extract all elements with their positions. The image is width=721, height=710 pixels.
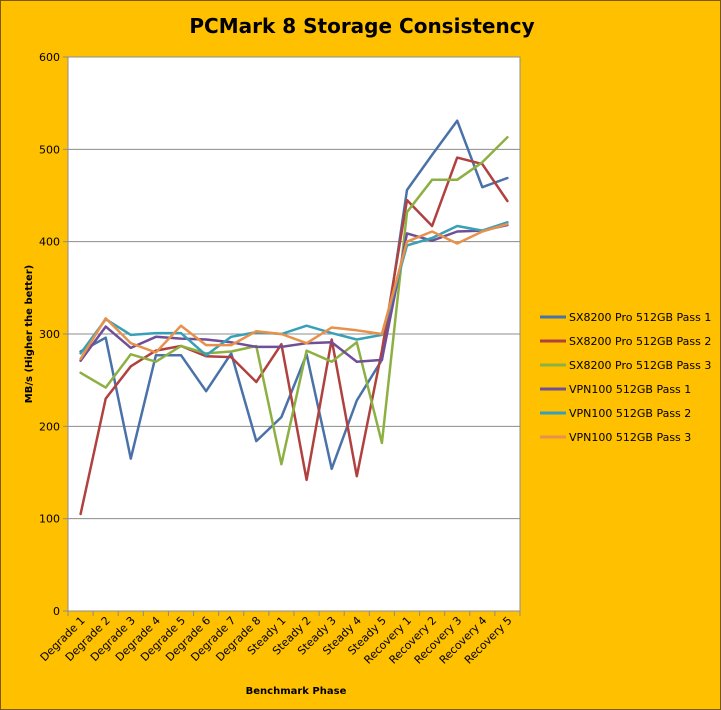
series-line-6	[79, 222, 509, 361]
legend: SX8200 Pro 512GB Pass 1 SX8200 Pro 512GB …	[540, 311, 711, 444]
series-line-3	[79, 136, 509, 466]
series-lines	[79, 119, 509, 516]
legend-label: VPN100 512GB Pass 2	[569, 407, 691, 420]
y-tick-label: 500	[39, 143, 60, 156]
y-axis-title: MB/s (Higher the better)	[24, 265, 35, 403]
legend-label: VPN100 512GB Pass 3	[569, 431, 691, 444]
series-line-5	[79, 221, 509, 357]
chart-title: PCMark 8 Storage Consistency	[189, 14, 534, 38]
y-tick-label: 0	[53, 605, 60, 618]
y-tick-label: 200	[39, 420, 60, 433]
legend-label: SX8200 Pro 512GB Pass 1	[569, 311, 711, 324]
legend-label: VPN100 512GB Pass 1	[569, 383, 691, 396]
legend-label: SX8200 Pro 512GB Pass 3	[569, 359, 711, 372]
y-tick-label: 400	[39, 236, 60, 249]
y-tick-label: 600	[39, 51, 60, 64]
legend-label: SX8200 Pro 512GB Pass 2	[569, 335, 711, 348]
y-tick-label: 300	[39, 328, 60, 341]
y-tick-label: 100	[39, 513, 60, 526]
series-line-4	[79, 223, 509, 363]
x-axis-title: Benchmark Phase	[246, 686, 347, 697]
y-axis-ticks: 0 100 200 300 400 500 600	[39, 51, 68, 618]
series-line-1	[79, 119, 509, 471]
